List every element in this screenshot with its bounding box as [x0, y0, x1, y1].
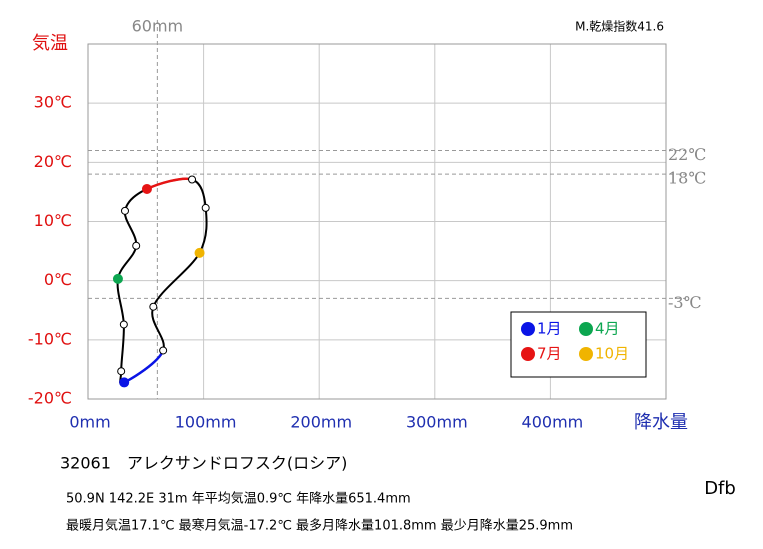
month-point: [201, 203, 210, 212]
legend-marker: [579, 347, 593, 361]
reference-label: 22℃: [668, 145, 706, 164]
reference-label: 60mm: [132, 17, 184, 36]
y-axis-label: 気温: [32, 33, 68, 54]
month-point: [119, 320, 128, 329]
x-axis-label: 降水量: [634, 412, 688, 433]
y-tick-label: -20℃: [28, 389, 72, 408]
legend-label: 4月: [595, 320, 620, 338]
x-tick-label: 300mm: [406, 413, 468, 432]
month-point: [194, 247, 205, 258]
y-tick-label: 20℃: [34, 152, 72, 171]
y-tick-label: 30℃: [34, 93, 72, 112]
legend-label: 1月: [537, 320, 562, 338]
climate-stats: 最暖月気温17.1℃ 最寒月気温-17.2℃ 最多月降水量101.8mm 最少月…: [66, 518, 573, 534]
climate-class: Dfb: [704, 478, 736, 499]
x-tick-label: 200mm: [290, 413, 352, 432]
legend-label: 7月: [537, 345, 562, 363]
month-point: [119, 377, 130, 388]
x-tick-label: 0mm: [69, 413, 110, 432]
legend-marker: [521, 347, 535, 361]
y-tick-label: -10℃: [28, 329, 72, 348]
y-tick-label: 0℃: [44, 270, 72, 289]
plot-border: [87, 43, 667, 400]
month-point: [120, 206, 129, 215]
legend-marker: [521, 322, 535, 336]
month-point: [159, 346, 168, 355]
legend-box: [510, 311, 647, 378]
month-point: [112, 273, 123, 284]
dryness-index: M.乾燥指数41.6: [575, 19, 664, 34]
month-point: [149, 302, 158, 311]
station: 32061 アレクサンドロフスク(ロシア): [60, 454, 347, 473]
y-tick-label: 10℃: [34, 211, 72, 230]
reference-label: -3℃: [668, 293, 701, 312]
x-tick-label: 100mm: [175, 413, 237, 432]
month-point: [188, 175, 197, 184]
month-point: [132, 241, 141, 250]
station-info: 50.9N 142.2E 31m 年平均気温0.9℃ 年降水量651.4mm: [66, 491, 411, 507]
month-point: [117, 367, 126, 376]
legend-label: 10月: [595, 345, 629, 363]
x-tick-label: 400mm: [522, 413, 584, 432]
reference-label: 18℃: [668, 169, 706, 188]
month-point: [141, 183, 152, 194]
legend-marker: [579, 322, 593, 336]
